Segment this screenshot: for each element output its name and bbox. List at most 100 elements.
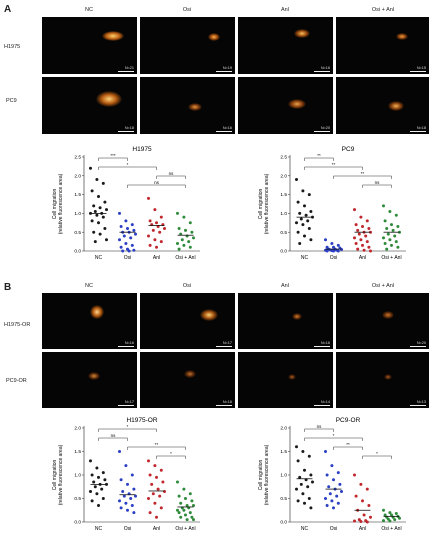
data-point — [306, 219, 310, 223]
scale-bar — [216, 71, 232, 72]
data-point — [385, 226, 389, 230]
data-point — [122, 234, 126, 238]
data-point — [296, 499, 300, 503]
data-point — [388, 519, 392, 523]
data-point — [190, 499, 194, 503]
x-tick-label: NC — [301, 255, 309, 261]
data-point — [148, 243, 152, 247]
y-tick-label: 1.0 — [280, 211, 287, 217]
data-point — [103, 200, 107, 204]
data-point — [299, 217, 303, 221]
data-point — [187, 240, 191, 244]
data-point — [130, 473, 134, 477]
chart-pc9: PC9 0.0 0.5 1.0 1.5 2.0 2.5 Cell migration (rela… — [258, 146, 406, 261]
y-axis-label: Cell migration — [258, 189, 264, 220]
significance-bracket — [156, 455, 186, 459]
n-label: N=14 — [320, 400, 330, 404]
y-axis-label: (relative fluorescence area) — [264, 173, 270, 234]
data-point — [340, 489, 343, 493]
n-label: N=17 — [222, 341, 232, 345]
y-tick-label: 1.5 — [280, 449, 287, 455]
fluorescence-spot — [184, 370, 196, 378]
chart-title: PC9-OR — [336, 417, 361, 424]
data-point — [362, 248, 366, 252]
micrograph: N=18 — [42, 77, 137, 134]
chart-h1975: H1975 0.0 0.5 1.0 1.5 2.0 2.5 Cell migration (re… — [52, 146, 200, 261]
data-point — [184, 513, 187, 517]
significance-bracket — [98, 166, 157, 170]
data-point — [357, 232, 361, 236]
fluorescence-spot — [96, 91, 122, 107]
data-point — [192, 504, 195, 508]
significance-label: ns — [154, 180, 160, 185]
data-point — [163, 489, 166, 493]
n-label: N=18 — [124, 126, 134, 130]
fluorescence-spot — [90, 305, 104, 319]
significance-bracket — [304, 166, 363, 170]
y-tick-label: 1.5 — [74, 192, 81, 198]
data-point — [393, 234, 397, 238]
data-point — [153, 464, 157, 468]
n-label: N=16 — [222, 400, 232, 404]
data-point — [325, 473, 329, 477]
significance-label: * — [376, 451, 378, 456]
significance-label: ** — [332, 162, 336, 167]
data-point — [177, 494, 181, 498]
micrograph: N=14 — [238, 352, 333, 408]
data-point — [303, 234, 306, 238]
data-point — [90, 473, 94, 477]
panel-letter-a: A — [4, 4, 12, 15]
data-point — [324, 238, 327, 242]
col-header-osi: Osi — [182, 283, 192, 289]
x-tick-label: NC — [95, 526, 103, 532]
data-point — [296, 459, 300, 463]
micrograph: N=20 — [238, 77, 333, 134]
data-point — [359, 238, 363, 242]
data-point — [307, 226, 311, 230]
data-point — [303, 468, 306, 472]
data-point — [394, 240, 398, 244]
y-tick-label: 2.0 — [74, 173, 81, 179]
data-point — [153, 501, 157, 505]
micrograph: N=13 — [336, 352, 429, 408]
data-point — [176, 508, 179, 512]
data-point — [295, 178, 298, 182]
data-point — [301, 450, 305, 453]
data-point — [93, 485, 97, 489]
data-point — [130, 504, 134, 508]
data-point — [98, 206, 102, 210]
data-point — [353, 208, 356, 212]
x-tick-label: Osi + Anl — [175, 255, 195, 261]
data-point — [188, 511, 192, 515]
data-point — [132, 228, 136, 232]
data-point — [324, 450, 327, 453]
data-point — [158, 494, 162, 498]
data-point — [130, 223, 134, 227]
data-point — [151, 492, 155, 496]
data-point — [335, 494, 339, 498]
data-point — [324, 497, 327, 500]
data-point — [155, 475, 158, 479]
data-point — [307, 454, 311, 458]
micrograph: N=17 — [140, 293, 235, 349]
data-point — [398, 516, 401, 520]
x-tick-label: Anl — [153, 255, 160, 261]
data-point — [159, 506, 163, 510]
micrograph: N=16 — [238, 293, 333, 349]
x-tick-label: Osi + Anl — [381, 526, 401, 532]
y-tick-label: 0.0 — [280, 520, 287, 526]
y-tick-label: 2.5 — [74, 155, 81, 161]
significance-label: ** — [317, 153, 321, 158]
fluorescence-spot — [384, 374, 392, 380]
data-point — [92, 204, 96, 208]
fluorescence-spot — [292, 313, 302, 320]
significance-label: * — [127, 162, 129, 167]
data-point — [188, 245, 192, 249]
data-point — [309, 210, 313, 214]
scale-bar — [410, 346, 426, 347]
data-point — [354, 223, 358, 227]
data-point — [119, 506, 123, 510]
data-point — [327, 485, 331, 489]
data-point — [179, 515, 183, 519]
data-point — [396, 225, 400, 229]
